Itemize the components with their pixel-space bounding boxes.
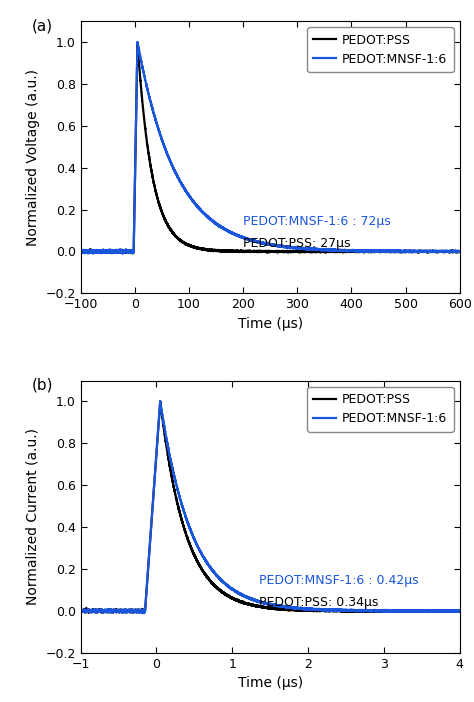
- PEDOT:MNSF-1:6: [379, 607, 385, 615]
- Text: (a): (a): [31, 18, 53, 33]
- PEDOT:MNSF-1:6: [302, 244, 308, 253]
- Text: PEDOT:MNSF-1:6 : 0.42μs: PEDOT:MNSF-1:6 : 0.42μs: [259, 574, 419, 587]
- PEDOT:PSS: [359, 248, 365, 256]
- PEDOT:PSS: [319, 247, 324, 256]
- PEDOT:MNSF-1:6: [359, 607, 365, 615]
- PEDOT:PSS: [135, 38, 140, 46]
- PEDOT:MNSF-1:6: [302, 604, 308, 613]
- PEDOT:MNSF-1:6: [215, 572, 221, 581]
- PEDOT:PSS: [86, 609, 91, 617]
- PEDOT:MNSF-1:6: [379, 247, 385, 256]
- PEDOT:MNSF-1:6: [78, 247, 83, 256]
- PEDOT:MNSF-1:6: [120, 250, 126, 258]
- PEDOT:MNSF-1:6: [359, 246, 365, 255]
- PEDOT:MNSF-1:6: [319, 246, 324, 254]
- PEDOT:MNSF-1:6: [319, 605, 324, 614]
- PEDOT:MNSF-1:6: [97, 606, 102, 614]
- Line: PEDOT:MNSF-1:6: PEDOT:MNSF-1:6: [81, 401, 460, 613]
- PEDOT:PSS: [78, 608, 83, 616]
- Text: PEDOT:MNSF-1:6 : 72μs: PEDOT:MNSF-1:6 : 72μs: [243, 215, 391, 227]
- Line: PEDOT:PSS: PEDOT:PSS: [81, 42, 460, 253]
- Legend: PEDOT:PSS, PEDOT:MNSF-1:6: PEDOT:PSS, PEDOT:MNSF-1:6: [307, 27, 454, 72]
- PEDOT:MNSF-1:6: [457, 607, 463, 615]
- PEDOT:PSS: [379, 607, 385, 616]
- PEDOT:MNSF-1:6: [78, 607, 83, 615]
- X-axis label: Time (μs): Time (μs): [237, 317, 303, 331]
- PEDOT:PSS: [319, 607, 324, 615]
- PEDOT:PSS: [78, 247, 83, 256]
- Y-axis label: Normalized Current (a.u.): Normalized Current (a.u.): [26, 428, 40, 605]
- PEDOT:MNSF-1:6: [457, 247, 463, 256]
- PEDOT:PSS: [97, 606, 102, 614]
- Legend: PEDOT:PSS, PEDOT:MNSF-1:6: PEDOT:PSS, PEDOT:MNSF-1:6: [307, 387, 454, 432]
- PEDOT:PSS: [379, 247, 385, 256]
- PEDOT:PSS: [97, 247, 102, 256]
- PEDOT:PSS: [215, 246, 221, 254]
- PEDOT:PSS: [215, 585, 221, 593]
- PEDOT:MNSF-1:6: [139, 609, 145, 617]
- Line: PEDOT:MNSF-1:6: PEDOT:MNSF-1:6: [81, 42, 460, 254]
- PEDOT:PSS: [457, 247, 463, 256]
- PEDOT:PSS: [90, 249, 96, 258]
- PEDOT:MNSF-1:6: [215, 220, 221, 229]
- Text: PEDOT:PSS: 0.34μs: PEDOT:PSS: 0.34μs: [259, 596, 378, 609]
- X-axis label: Time (μs): Time (μs): [237, 676, 303, 690]
- PEDOT:PSS: [359, 607, 365, 615]
- PEDOT:MNSF-1:6: [135, 38, 140, 46]
- Y-axis label: Normalized Voltage (a.u.): Normalized Voltage (a.u.): [26, 69, 40, 246]
- Line: PEDOT:PSS: PEDOT:PSS: [81, 402, 460, 613]
- PEDOT:MNSF-1:6: [97, 247, 102, 256]
- PEDOT:PSS: [157, 397, 163, 406]
- Text: (b): (b): [31, 378, 53, 393]
- PEDOT:PSS: [302, 247, 308, 256]
- Text: PEDOT:PSS: 27μs: PEDOT:PSS: 27μs: [243, 237, 351, 250]
- PEDOT:MNSF-1:6: [157, 397, 163, 405]
- PEDOT:PSS: [457, 607, 463, 615]
- PEDOT:PSS: [302, 605, 308, 614]
